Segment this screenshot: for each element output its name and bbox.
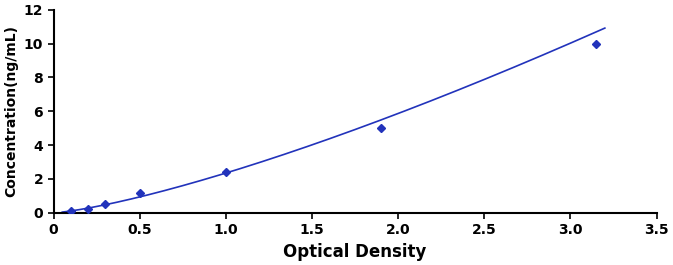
Y-axis label: Concentration(ng/mL): Concentration(ng/mL) — [4, 25, 18, 197]
X-axis label: Optical Density: Optical Density — [283, 243, 427, 261]
